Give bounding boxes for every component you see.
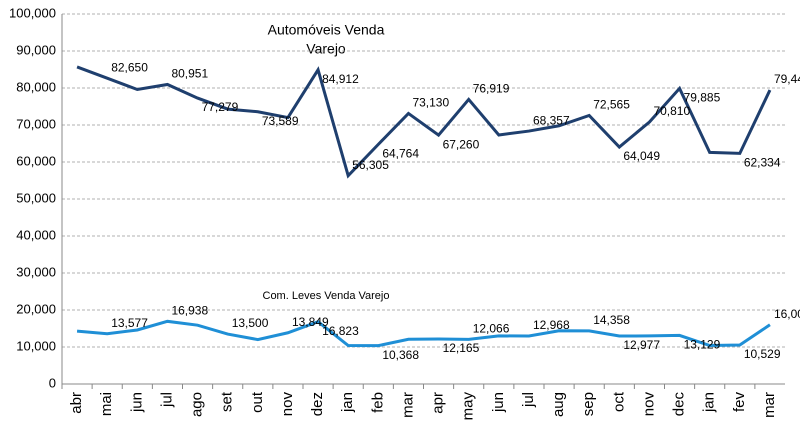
data-label: 16,823: [322, 324, 359, 338]
data-label: 76,919: [473, 82, 510, 96]
data-label: 73,130: [412, 96, 449, 110]
data-label: 67,260: [443, 137, 480, 151]
x-tick-label: mai: [98, 392, 115, 416]
x-tick-label: out: [249, 391, 266, 413]
x-tick-label: mar: [399, 392, 416, 418]
x-tick-label: fev: [731, 392, 748, 413]
x-tick-label: jan: [701, 392, 718, 413]
x-tick-label: nov: [279, 392, 296, 417]
x-tick-label: ago: [189, 392, 206, 417]
data-label: 12,977: [623, 338, 660, 352]
y-tick-label: 90,000: [16, 42, 56, 57]
x-tick-label: jun: [490, 392, 507, 413]
data-label: 13,500: [232, 316, 269, 330]
data-label: 13,577: [111, 316, 148, 330]
data-label: 70,810: [653, 104, 690, 118]
data-label: 68,357: [533, 113, 570, 127]
data-label: 72,565: [593, 98, 630, 112]
y-tick-label: 40,000: [16, 227, 56, 242]
x-tick-label: apr: [430, 392, 447, 414]
y-tick-label: 70,000: [16, 116, 56, 131]
data-label: 12,066: [473, 322, 510, 336]
data-label: 79,446: [774, 72, 800, 86]
data-label: 14,358: [593, 313, 630, 327]
data-label: 77,279: [202, 100, 239, 114]
data-label: 82,650: [111, 60, 148, 74]
data-label: 12,165: [443, 341, 480, 355]
x-tick-label: feb: [369, 392, 386, 413]
x-tick-label: oct: [610, 391, 627, 412]
data-label: 16,938: [171, 304, 208, 318]
y-tick-label: 80,000: [16, 79, 56, 94]
data-label: 84,912: [322, 72, 359, 86]
data-label: 56,305: [352, 158, 389, 172]
data-label: 10,368: [382, 348, 419, 362]
annotation: Com. Leves Venda Varejo: [263, 290, 390, 302]
data-label: 64,049: [623, 149, 660, 163]
data-label: 79,885: [684, 91, 721, 105]
y-tick-label: 0: [49, 375, 56, 390]
data-label: 13,129: [684, 338, 721, 352]
y-tick-label: 10,000: [16, 338, 56, 353]
series-line: [76, 65, 772, 179]
x-tick-label: dec: [671, 392, 688, 417]
x-tick-label: abr: [68, 392, 85, 414]
x-tick-label: jul: [158, 392, 175, 408]
x-tick-label: mar: [761, 392, 778, 418]
data-label: 13,849: [292, 315, 329, 329]
data-label: 16,002: [774, 307, 800, 321]
y-tick-label: 60,000: [16, 153, 56, 168]
y-tick-label: 20,000: [16, 301, 56, 316]
annotation: Automóveis Venda: [268, 22, 385, 38]
data-label: 62,334: [744, 156, 781, 170]
x-tick-label: dez: [309, 392, 326, 416]
data-label: 64,764: [382, 147, 419, 161]
y-tick-label: 50,000: [16, 190, 56, 205]
x-tick-label: sep: [580, 392, 597, 416]
x-tick-label: set: [219, 391, 236, 412]
data-label: 12,968: [533, 318, 570, 332]
x-tick-label: aug: [550, 392, 567, 417]
data-label: 10,529: [744, 347, 781, 361]
y-tick-label: 30,000: [16, 264, 56, 279]
x-tick-label: jun: [128, 392, 145, 413]
x-tick-label: may: [460, 392, 477, 421]
series-line: [76, 319, 771, 348]
annotation: Varejo: [306, 41, 346, 57]
data-label: 73,589: [262, 114, 299, 128]
data-label: 80,951: [171, 67, 208, 81]
y-tick-label: 100,000: [9, 5, 56, 20]
x-tick-label: jul: [520, 392, 537, 408]
x-tick-label: jan: [339, 392, 356, 413]
x-tick-label: nov: [640, 392, 657, 417]
